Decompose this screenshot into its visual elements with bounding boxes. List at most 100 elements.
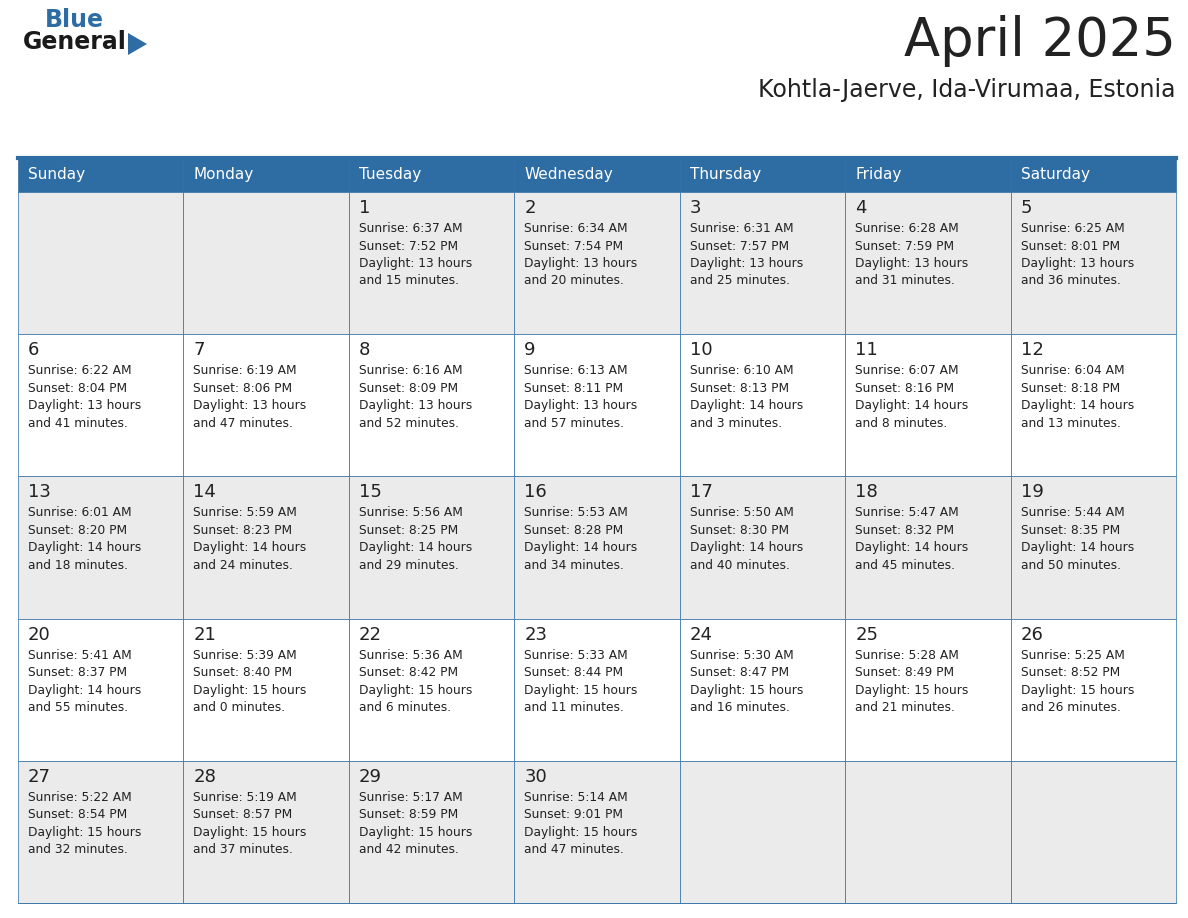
Text: Sunrise: 5:59 AM: Sunrise: 5:59 AM [194,507,297,520]
Text: 2: 2 [524,199,536,217]
Polygon shape [128,33,147,55]
Text: 11: 11 [855,341,878,359]
Text: Sunset: 7:52 PM: Sunset: 7:52 PM [359,240,459,252]
Text: Daylight: 13 hours: Daylight: 13 hours [194,399,307,412]
Text: Sunrise: 5:25 AM: Sunrise: 5:25 AM [1020,649,1125,662]
Text: 15: 15 [359,484,381,501]
Text: and 45 minutes.: and 45 minutes. [855,559,955,572]
Text: 13: 13 [29,484,51,501]
Text: Sunrise: 5:36 AM: Sunrise: 5:36 AM [359,649,462,662]
Text: and 3 minutes.: and 3 minutes. [690,417,782,430]
Text: Daylight: 14 hours: Daylight: 14 hours [855,542,968,554]
Bar [349,476,514,619]
Text: and 15 minutes.: and 15 minutes. [359,274,459,287]
Text: Sunrise: 5:17 AM: Sunrise: 5:17 AM [359,790,462,804]
Text: and 47 minutes.: and 47 minutes. [194,417,293,430]
Text: Sunset: 8:44 PM: Sunset: 8:44 PM [524,666,624,679]
Bar [349,761,514,903]
Text: Sunrise: 5:30 AM: Sunrise: 5:30 AM [690,649,794,662]
Text: Sunrise: 6:19 AM: Sunrise: 6:19 AM [194,364,297,377]
Bar [183,619,349,761]
Text: and 55 minutes.: and 55 minutes. [29,701,128,714]
Text: 18: 18 [855,484,878,501]
Text: Daylight: 13 hours: Daylight: 13 hours [690,257,803,270]
Text: Daylight: 15 hours: Daylight: 15 hours [194,684,307,697]
Bar [514,761,680,903]
Text: 12: 12 [1020,341,1043,359]
Bar [845,158,1011,192]
Text: Daylight: 14 hours: Daylight: 14 hours [1020,542,1133,554]
Text: Daylight: 14 hours: Daylight: 14 hours [29,542,141,554]
Text: Daylight: 14 hours: Daylight: 14 hours [690,399,803,412]
Text: Tuesday: Tuesday [359,167,421,183]
Text: Daylight: 14 hours: Daylight: 14 hours [1020,399,1133,412]
Bar [349,192,514,334]
Text: Daylight: 13 hours: Daylight: 13 hours [524,399,638,412]
Text: Sunset: 8:23 PM: Sunset: 8:23 PM [194,524,292,537]
Bar [845,334,1011,476]
Text: Sunrise: 5:39 AM: Sunrise: 5:39 AM [194,649,297,662]
Text: Daylight: 15 hours: Daylight: 15 hours [524,826,638,839]
Text: and 0 minutes.: and 0 minutes. [194,701,285,714]
Text: Wednesday: Wednesday [524,167,613,183]
Text: Sunrise: 6:34 AM: Sunrise: 6:34 AM [524,222,628,235]
Text: Sunrise: 5:47 AM: Sunrise: 5:47 AM [855,507,959,520]
Text: and 20 minutes.: and 20 minutes. [524,274,624,287]
Text: and 21 minutes.: and 21 minutes. [855,701,955,714]
Text: Sunrise: 5:28 AM: Sunrise: 5:28 AM [855,649,959,662]
Bar [183,334,349,476]
Bar [18,619,183,761]
Text: Daylight: 14 hours: Daylight: 14 hours [690,542,803,554]
Text: and 52 minutes.: and 52 minutes. [359,417,459,430]
Text: Sunrise: 6:01 AM: Sunrise: 6:01 AM [29,507,132,520]
Text: and 26 minutes.: and 26 minutes. [1020,701,1120,714]
Text: Sunset: 8:09 PM: Sunset: 8:09 PM [359,382,459,395]
Text: 29: 29 [359,767,381,786]
Text: Daylight: 13 hours: Daylight: 13 hours [359,399,472,412]
Text: 20: 20 [29,625,51,644]
Text: Friday: Friday [855,167,902,183]
Bar [1011,192,1176,334]
Bar [18,761,183,903]
Text: and 11 minutes.: and 11 minutes. [524,701,624,714]
Text: and 57 minutes.: and 57 minutes. [524,417,624,430]
Text: Sunrise: 5:33 AM: Sunrise: 5:33 AM [524,649,628,662]
Text: Sunset: 8:04 PM: Sunset: 8:04 PM [29,382,127,395]
Text: and 41 minutes.: and 41 minutes. [29,417,128,430]
Text: and 13 minutes.: and 13 minutes. [1020,417,1120,430]
Text: Sunset: 8:13 PM: Sunset: 8:13 PM [690,382,789,395]
Text: Sunday: Sunday [29,167,86,183]
Text: Daylight: 13 hours: Daylight: 13 hours [1020,257,1133,270]
Text: Sunrise: 6:07 AM: Sunrise: 6:07 AM [855,364,959,377]
Text: Sunset: 8:16 PM: Sunset: 8:16 PM [855,382,954,395]
Bar [349,334,514,476]
Bar [680,619,845,761]
Text: 24: 24 [690,625,713,644]
Text: Sunrise: 6:28 AM: Sunrise: 6:28 AM [855,222,959,235]
Bar [1011,334,1176,476]
Text: 3: 3 [690,199,701,217]
Bar [845,761,1011,903]
Text: and 31 minutes.: and 31 minutes. [855,274,955,287]
Text: and 47 minutes.: and 47 minutes. [524,844,624,856]
Bar [183,158,349,192]
Text: Sunset: 8:49 PM: Sunset: 8:49 PM [855,666,954,679]
Text: Daylight: 15 hours: Daylight: 15 hours [194,826,307,839]
Text: 9: 9 [524,341,536,359]
Text: Sunset: 8:32 PM: Sunset: 8:32 PM [855,524,954,537]
Text: 8: 8 [359,341,371,359]
Text: 22: 22 [359,625,381,644]
Text: 4: 4 [855,199,866,217]
Text: 5: 5 [1020,199,1032,217]
Text: Daylight: 15 hours: Daylight: 15 hours [359,826,473,839]
Text: Sunset: 8:01 PM: Sunset: 8:01 PM [1020,240,1120,252]
Text: Sunset: 8:59 PM: Sunset: 8:59 PM [359,809,459,822]
Text: and 8 minutes.: and 8 minutes. [855,417,947,430]
Bar [1011,619,1176,761]
Text: Saturday: Saturday [1020,167,1089,183]
Bar [18,158,183,192]
Bar [18,192,183,334]
Text: Sunset: 8:52 PM: Sunset: 8:52 PM [1020,666,1120,679]
Text: and 40 minutes.: and 40 minutes. [690,559,790,572]
Text: April 2025: April 2025 [904,15,1176,67]
